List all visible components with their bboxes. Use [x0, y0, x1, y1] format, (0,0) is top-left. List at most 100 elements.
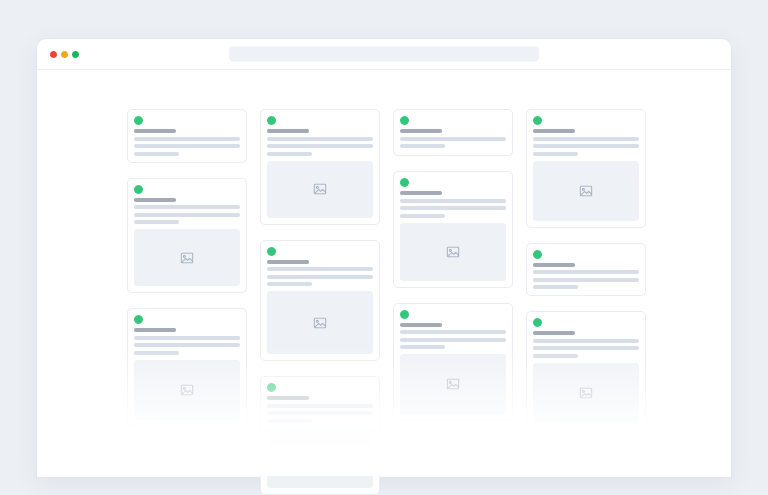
text-line-placeholder: [134, 350, 179, 355]
image-icon: [180, 384, 194, 395]
feed-card[interactable]: [127, 308, 247, 427]
feed-column: [526, 109, 646, 495]
image-placeholder: [267, 427, 373, 488]
text-line-placeholder: [400, 330, 506, 334]
image-placeholder: [400, 354, 506, 414]
text-line-placeholder: [533, 277, 639, 282]
feed-card[interactable]: [260, 109, 380, 225]
avatar-dot: [400, 116, 409, 125]
title-line-placeholder: [134, 129, 177, 133]
text-line-placeholder: [400, 198, 506, 203]
feed-card[interactable]: [127, 177, 247, 293]
text-line-placeholder: [533, 136, 639, 141]
text-line-placeholder: [400, 337, 506, 342]
text-line-placeholder: [134, 151, 179, 156]
feed-card[interactable]: [393, 171, 513, 288]
text-lines: [267, 267, 373, 286]
image-placeholder: [134, 359, 240, 420]
text-line-placeholder: [134, 343, 240, 347]
avatar-dot: [134, 315, 143, 324]
image-placeholder: [533, 362, 639, 423]
text-line-placeholder: [400, 206, 506, 210]
text-lines: [400, 198, 506, 218]
text-line-placeholder: [533, 144, 639, 148]
title-line-placeholder: [267, 259, 310, 264]
traffic-lights: [50, 50, 79, 58]
text-lines: [533, 270, 639, 289]
feed-card[interactable]: [260, 376, 380, 495]
image-placeholder: [267, 291, 373, 354]
title-line-placeholder: [400, 322, 443, 327]
avatar-dot: [134, 184, 143, 194]
feed-card[interactable]: [260, 239, 380, 361]
image-placeholder: [533, 160, 639, 221]
title-line-placeholder: [267, 129, 310, 133]
title-line-placeholder: [400, 129, 443, 133]
feed-card[interactable]: [526, 311, 646, 430]
title-line-placeholder: [134, 197, 177, 202]
text-line-placeholder: [267, 151, 312, 156]
text-line-placeholder: [267, 267, 373, 271]
content-area: [37, 70, 731, 495]
image-placeholder: [400, 222, 506, 281]
text-lines: [400, 136, 506, 148]
image-icon: [313, 183, 327, 195]
text-line-placeholder: [267, 403, 373, 408]
text-lines: [134, 205, 240, 224]
title-line-placeholder: [134, 328, 177, 332]
avatar-dot: [533, 116, 542, 125]
text-line-placeholder: [134, 212, 240, 217]
image-icon: [579, 387, 593, 398]
feed-card[interactable]: [526, 109, 646, 228]
text-line-placeholder: [267, 411, 373, 415]
text-line-placeholder: [267, 418, 312, 423]
zoom-button[interactable]: [72, 50, 79, 58]
title-line-placeholder: [533, 331, 576, 335]
text-lines: [533, 338, 639, 358]
feed-card[interactable]: [393, 109, 513, 156]
text-line-placeholder: [134, 136, 240, 141]
text-lines: [267, 403, 373, 423]
avatar-dot: [533, 318, 542, 327]
text-line-placeholder: [267, 282, 312, 286]
image-icon: [313, 452, 327, 463]
image-placeholder: [134, 229, 240, 286]
text-lines: [134, 136, 240, 156]
feed-column: [260, 109, 380, 495]
avatar-dot: [267, 116, 276, 125]
feed-card[interactable]: [127, 109, 247, 163]
image-icon: [313, 317, 327, 328]
text-line-placeholder: [134, 220, 179, 224]
feed-card[interactable]: [393, 302, 513, 421]
avatar-dot: [400, 309, 409, 319]
avatar-dot: [267, 246, 276, 256]
text-line-placeholder: [533, 270, 639, 274]
title-line-placeholder: [533, 262, 576, 267]
text-line-placeholder: [267, 274, 373, 279]
title-line-placeholder: [400, 191, 443, 195]
avatar-dot: [533, 249, 542, 259]
text-line-placeholder: [533, 151, 578, 156]
text-line-placeholder: [533, 346, 639, 350]
text-line-placeholder: [533, 285, 578, 289]
feed-column: [393, 109, 513, 495]
text-lines: [400, 330, 506, 349]
text-lines: [267, 136, 373, 156]
card-grid: [127, 109, 646, 495]
text-line-placeholder: [533, 338, 639, 343]
feed-card[interactable]: [526, 242, 646, 296]
browser-window: [36, 38, 732, 495]
image-icon: [446, 246, 460, 257]
text-line-placeholder: [134, 205, 240, 209]
title-line-placeholder: [267, 396, 310, 400]
address-bar[interactable]: [229, 46, 539, 62]
close-button[interactable]: [50, 50, 57, 58]
image-placeholder: [267, 160, 373, 218]
text-line-placeholder: [134, 335, 240, 340]
avatar-dot: [400, 178, 409, 187]
text-line-placeholder: [267, 136, 373, 141]
text-line-placeholder: [400, 345, 445, 349]
text-lines: [533, 136, 639, 156]
minimize-button[interactable]: [61, 50, 68, 58]
avatar-dot: [134, 116, 143, 125]
